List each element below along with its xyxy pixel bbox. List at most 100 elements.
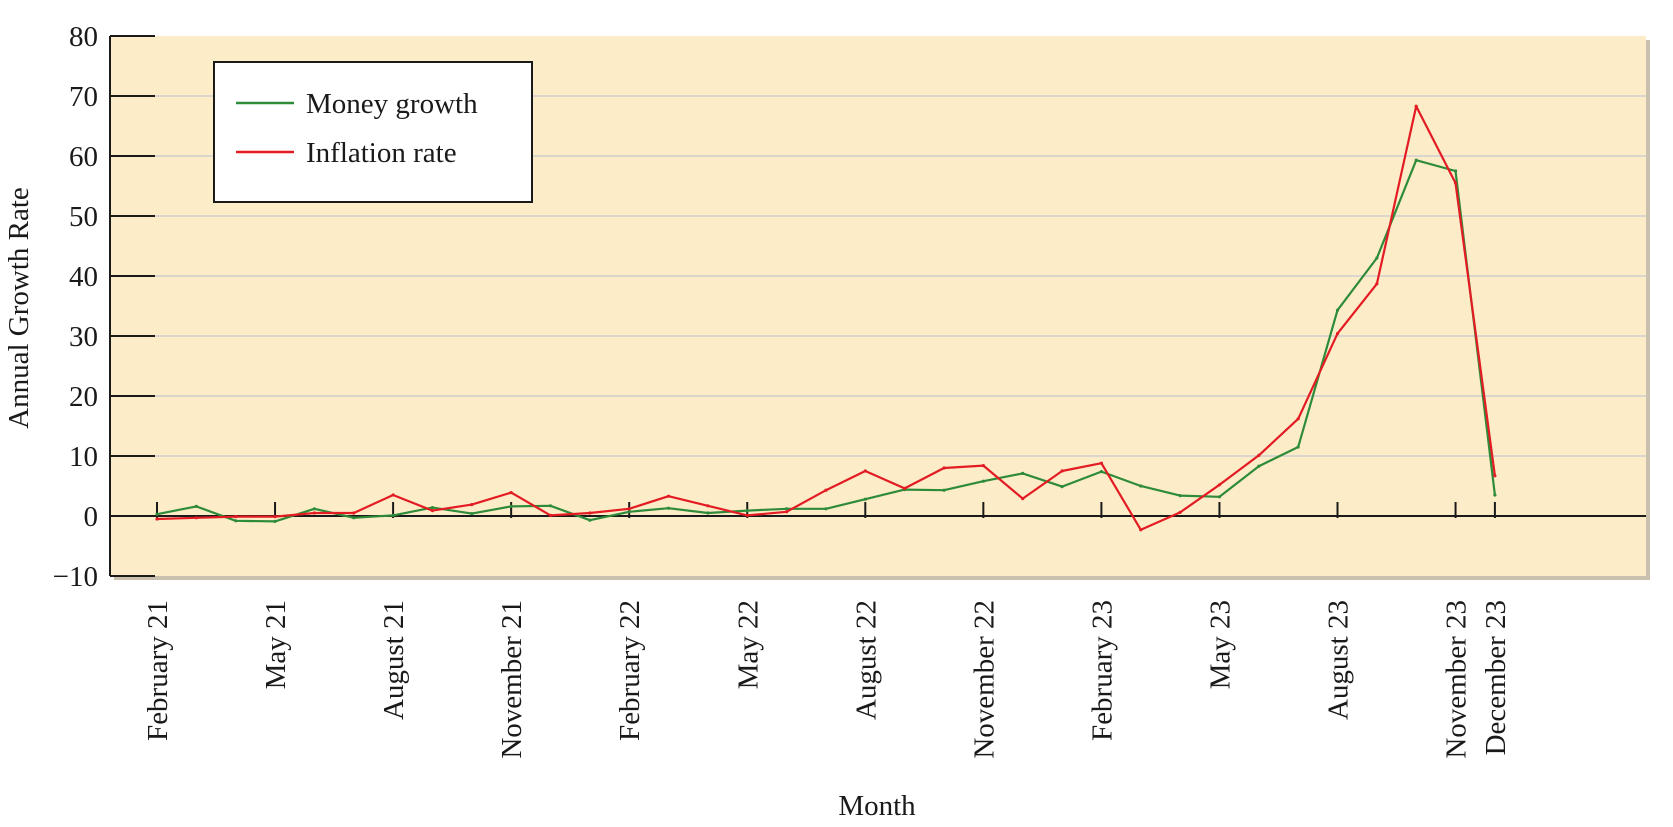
data-point-money-growth bbox=[509, 504, 513, 508]
data-point-inflation-rate bbox=[903, 486, 907, 490]
data-point-inflation-rate bbox=[863, 469, 867, 473]
data-point-inflation-rate bbox=[824, 488, 828, 492]
y-tick-label: 20 bbox=[69, 381, 98, 413]
data-point-inflation-rate bbox=[470, 503, 474, 507]
y-tick-label: 10 bbox=[69, 441, 98, 473]
data-point-money-growth bbox=[1335, 308, 1340, 312]
data-point-money-growth bbox=[627, 510, 631, 514]
data-point-inflation-rate bbox=[234, 515, 238, 519]
data-point-inflation-rate bbox=[627, 507, 631, 511]
y-tick-label: 30 bbox=[69, 321, 98, 353]
data-point-money-growth bbox=[155, 512, 159, 516]
x-tick-label: May 22 bbox=[732, 600, 764, 689]
legend-label-inflation-rate: Inflation rate bbox=[306, 137, 457, 169]
data-point-inflation-rate bbox=[155, 517, 159, 521]
x-tick-label: August 23 bbox=[1323, 600, 1355, 720]
data-point-money-growth bbox=[1021, 471, 1025, 475]
data-point-inflation-rate bbox=[352, 511, 356, 515]
data-point-inflation-rate bbox=[706, 504, 710, 508]
data-point-inflation-rate bbox=[1414, 104, 1418, 108]
x-tick-label: November 21 bbox=[496, 600, 528, 759]
y-tick-label: 70 bbox=[69, 81, 98, 113]
data-point-inflation-rate bbox=[1099, 461, 1103, 465]
data-point-inflation-rate bbox=[430, 509, 435, 513]
data-point-inflation-rate bbox=[785, 510, 789, 514]
y-tick-label: 0 bbox=[84, 501, 99, 533]
data-point-money-growth bbox=[1375, 256, 1379, 260]
x-tick-label: February 22 bbox=[614, 600, 646, 741]
x-axis-label: Month bbox=[838, 790, 916, 822]
y-tick-label: 50 bbox=[69, 201, 98, 233]
data-point-money-growth bbox=[352, 516, 356, 520]
y-tick-label: −10 bbox=[53, 561, 98, 593]
data-point-inflation-rate bbox=[312, 511, 316, 515]
data-point-money-growth bbox=[312, 507, 316, 511]
data-point-inflation-rate bbox=[391, 493, 395, 497]
data-point-money-growth bbox=[1178, 494, 1182, 498]
x-tick-label: November 23 bbox=[1441, 600, 1473, 759]
y-tick-label: 80 bbox=[69, 21, 98, 53]
data-point-money-growth bbox=[1139, 484, 1143, 488]
data-point-money-growth bbox=[942, 488, 946, 492]
legend: Money growth Inflation rate bbox=[213, 61, 533, 203]
data-point-money-growth bbox=[981, 479, 985, 483]
x-tick-label: August 22 bbox=[850, 600, 882, 720]
data-point-money-growth bbox=[863, 497, 867, 501]
data-point-inflation-rate bbox=[666, 494, 671, 498]
data-point-inflation-rate bbox=[1335, 332, 1340, 336]
y-tick-label: 40 bbox=[69, 261, 98, 293]
data-point-inflation-rate bbox=[509, 491, 513, 495]
data-point-inflation-rate bbox=[1493, 474, 1497, 478]
data-point-money-growth bbox=[1296, 445, 1300, 449]
x-tick-label: February 23 bbox=[1086, 600, 1118, 741]
data-point-inflation-rate bbox=[1375, 282, 1379, 286]
data-point-money-growth bbox=[1453, 169, 1458, 173]
data-point-inflation-rate bbox=[1139, 528, 1143, 532]
x-axis: February 21 May 21 August 21 November 21 Feb… bbox=[110, 502, 1646, 759]
data-point-inflation-rate bbox=[194, 516, 198, 520]
data-point-money-growth bbox=[234, 519, 238, 523]
data-point-inflation-rate bbox=[1217, 483, 1222, 487]
y-axis: −10 0 10 20 30 40 50 60 70 80 bbox=[53, 21, 155, 593]
data-point-money-growth bbox=[588, 518, 592, 522]
data-point-money-growth bbox=[1493, 493, 1497, 497]
data-point-inflation-rate bbox=[1021, 497, 1025, 501]
data-point-inflation-rate bbox=[745, 513, 749, 518]
data-point-inflation-rate bbox=[1296, 417, 1300, 421]
data-point-money-growth bbox=[785, 507, 789, 511]
data-point-inflation-rate bbox=[548, 513, 553, 518]
data-point-money-growth bbox=[1217, 495, 1222, 499]
data-point-inflation-rate bbox=[942, 466, 946, 470]
x-tick-label: May 21 bbox=[260, 600, 292, 689]
data-point-inflation-rate bbox=[273, 515, 277, 519]
data-point-inflation-rate bbox=[1060, 469, 1064, 473]
data-point-inflation-rate bbox=[1178, 510, 1182, 514]
data-point-money-growth bbox=[430, 506, 435, 510]
y-tick-label: 60 bbox=[69, 141, 98, 173]
x-tick-label: November 22 bbox=[968, 600, 1000, 759]
data-point-inflation-rate bbox=[1453, 181, 1458, 185]
data-point-money-growth bbox=[194, 504, 198, 508]
data-point-money-growth bbox=[470, 511, 474, 516]
y-axis-label: Annual Growth Rate bbox=[3, 187, 35, 429]
data-point-money-growth bbox=[1414, 158, 1418, 162]
legend-box bbox=[213, 61, 533, 203]
data-point-money-growth bbox=[273, 519, 277, 524]
data-point-inflation-rate bbox=[1257, 453, 1261, 457]
data-point-money-growth bbox=[745, 509, 749, 513]
data-point-inflation-rate bbox=[981, 464, 985, 468]
data-point-money-growth bbox=[824, 507, 828, 511]
x-tick-label: December 23 bbox=[1480, 600, 1512, 755]
legend-label-money-growth: Money growth bbox=[306, 88, 478, 120]
x-tick-label: February 21 bbox=[142, 600, 174, 741]
data-point-money-growth bbox=[548, 504, 553, 508]
data-point-money-growth bbox=[706, 511, 710, 515]
data-point-money-growth bbox=[1060, 485, 1064, 489]
data-point-money-growth bbox=[666, 506, 671, 510]
x-tick-label: May 23 bbox=[1204, 600, 1236, 689]
data-point-money-growth bbox=[1257, 464, 1261, 468]
data-point-money-growth bbox=[1099, 470, 1103, 474]
series-lines bbox=[155, 104, 1497, 532]
data-point-money-growth bbox=[391, 513, 395, 518]
